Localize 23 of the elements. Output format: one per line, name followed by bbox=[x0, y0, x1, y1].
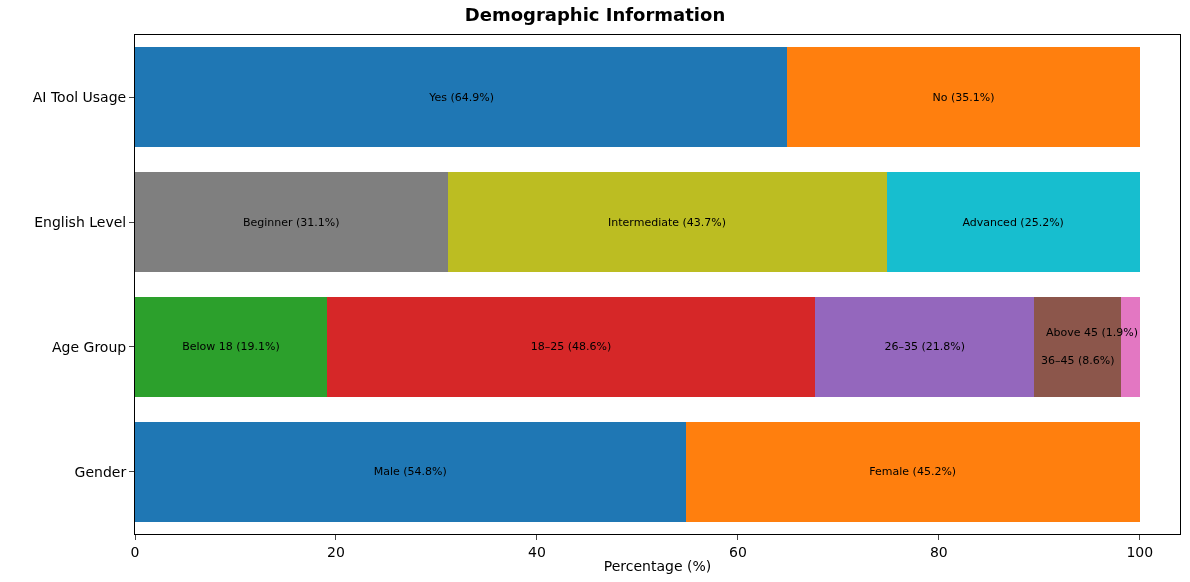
data-label: Intermediate (43.7%) bbox=[608, 215, 727, 229]
x-tick-label: 40 bbox=[528, 543, 546, 560]
data-label: 26–35 (21.8%) bbox=[884, 340, 966, 354]
data-label: Yes (64.9%) bbox=[428, 90, 494, 104]
data-label: 18–25 (48.6%) bbox=[530, 340, 612, 354]
data-label: Male (54.8%) bbox=[373, 465, 447, 479]
x-tick-label: 0 bbox=[130, 543, 140, 560]
y-tick-label: English Level bbox=[34, 214, 127, 231]
data-label: Beginner (31.1%) bbox=[242, 215, 340, 229]
data-label: 36–45 (8.6%) bbox=[1041, 354, 1115, 367]
data-label: No (35.1%) bbox=[932, 90, 995, 104]
y-tick-label: AI Tool Usage bbox=[32, 89, 127, 106]
x-axis-title: Percentage (%) bbox=[603, 558, 712, 575]
x-tick-label: 100 bbox=[1126, 543, 1154, 560]
data-label: Female (45.2%) bbox=[869, 465, 957, 479]
data-label: Below 18 (19.1%) bbox=[182, 340, 280, 354]
x-tick-label: 60 bbox=[728, 543, 747, 560]
x-tick-label: 20 bbox=[327, 543, 345, 560]
x-tick-label: 80 bbox=[929, 543, 948, 560]
chart-title: Demographic Information bbox=[464, 4, 726, 26]
y-tick-label: Age Group bbox=[52, 338, 127, 355]
y-tick-label: Gender bbox=[74, 463, 127, 480]
data-label: Advanced (25.2%) bbox=[962, 215, 1064, 229]
